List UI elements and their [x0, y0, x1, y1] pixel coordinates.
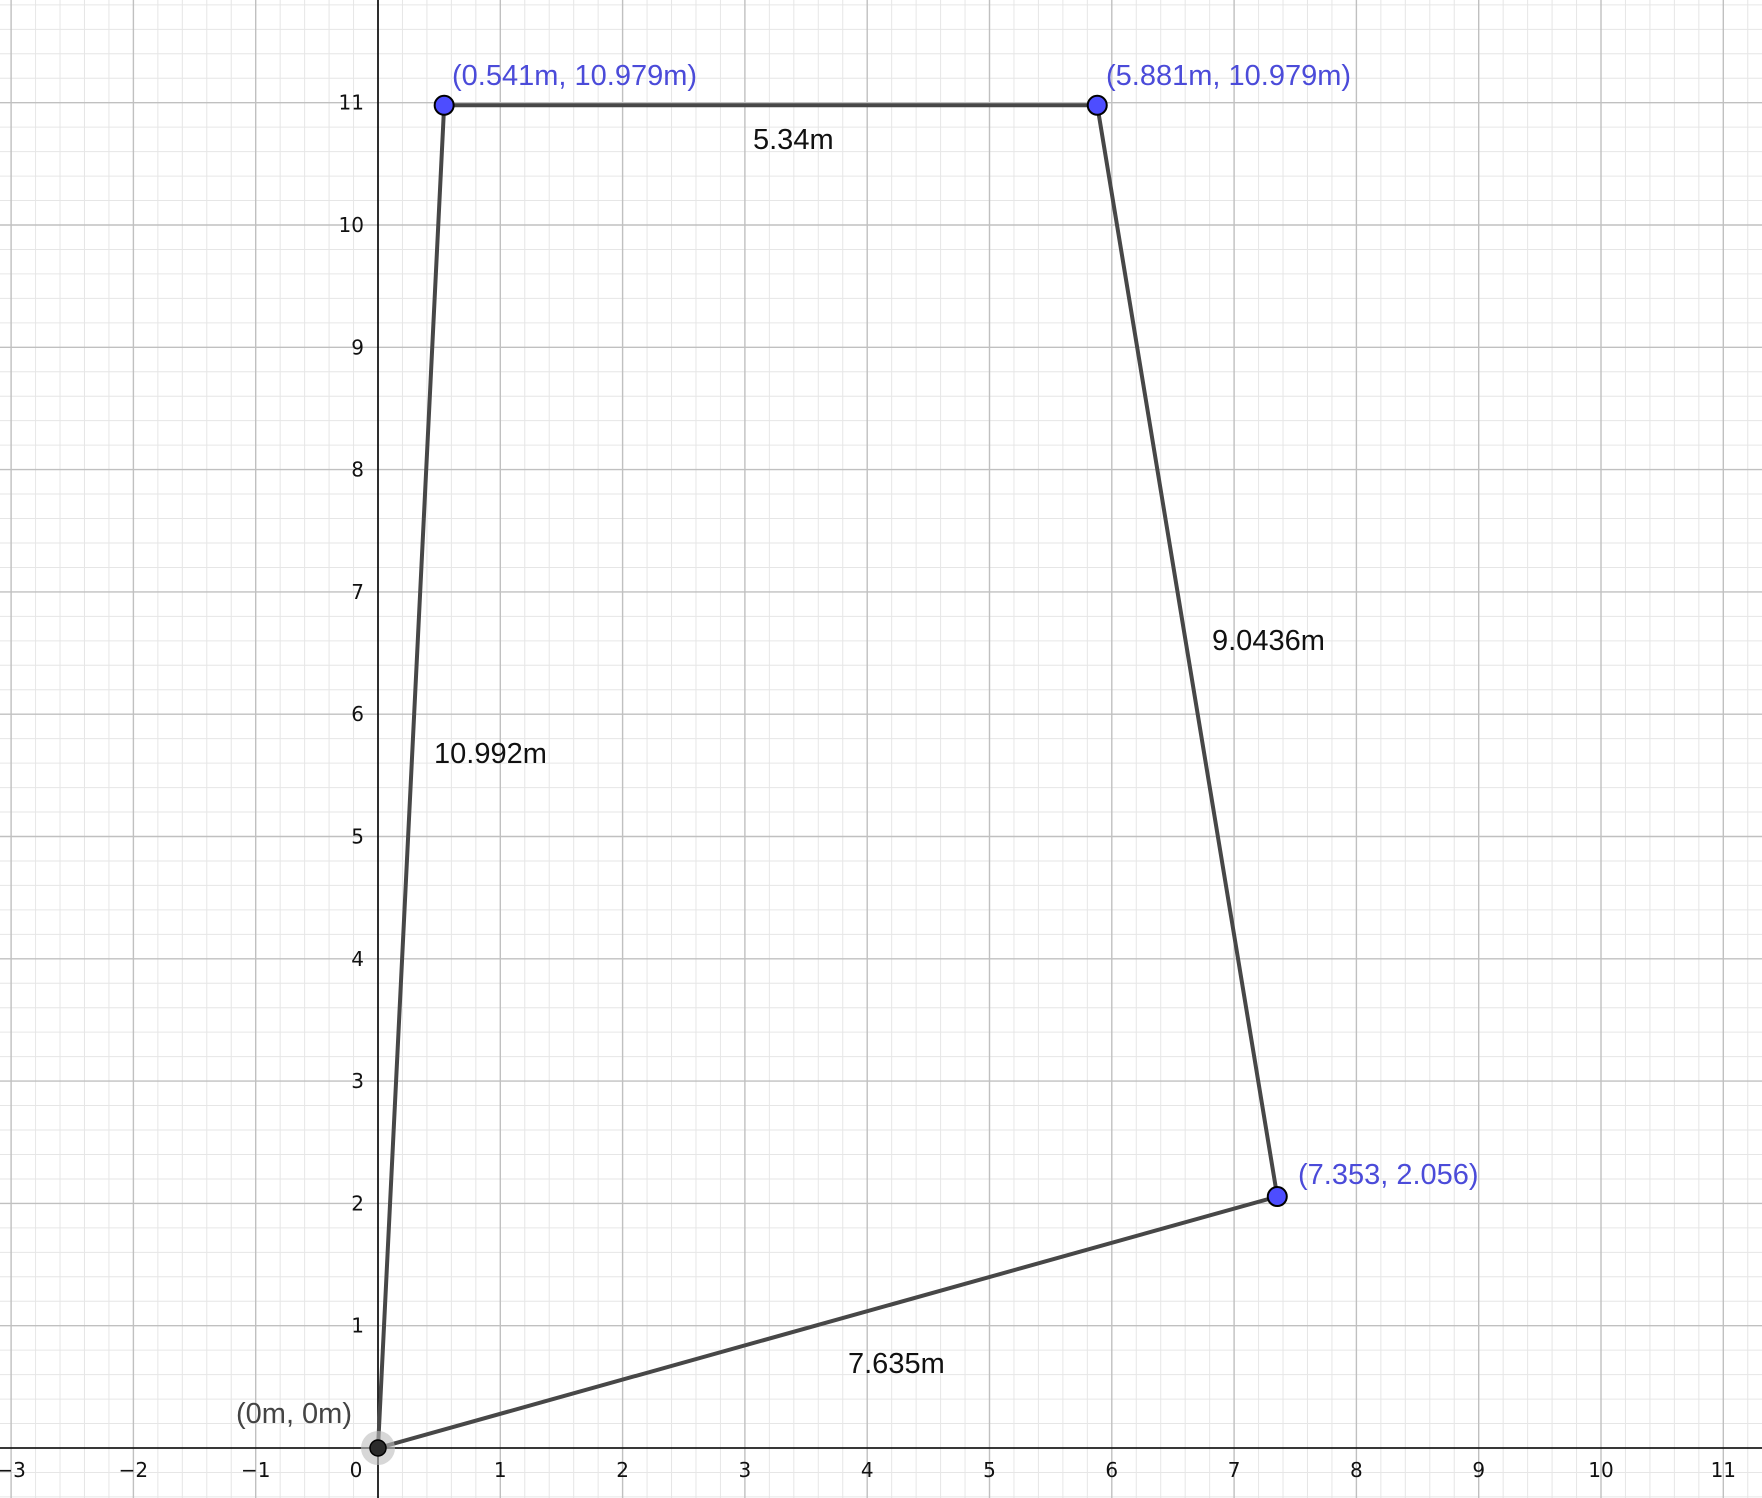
point-origin[interactable]	[369, 1439, 387, 1457]
y-tick-label: 9	[351, 335, 364, 359]
x-tick-label: 10	[1588, 1458, 1613, 1482]
y-tick-label: 8	[351, 458, 364, 482]
x-tick-label: 5	[983, 1458, 996, 1482]
y-tick-label: 4	[351, 947, 364, 971]
y-tick-labels: 1 2 3 4 5 6 7 8 9 10 11	[339, 91, 364, 1338]
y-tick-label: 3	[351, 1069, 364, 1093]
x-tick-label: 9	[1472, 1458, 1485, 1482]
x-tick-label: 4	[861, 1458, 874, 1482]
polygon-segments[interactable]	[376, 103, 1280, 1450]
segment-bottom-right-origin[interactable]	[376, 1194, 1280, 1450]
segment-origin-top-left[interactable]	[376, 103, 447, 1450]
segment-label-left: 10.992m	[434, 738, 547, 770]
x-tick-label: 6	[1105, 1458, 1118, 1482]
segment-length-labels: 10.992m 5.34m 9.0436m 7.635m	[434, 124, 1325, 1380]
x-tick-label: 7	[1228, 1458, 1241, 1482]
segment-label-right: 9.0436m	[1212, 625, 1325, 657]
point-label-top-left: (0.541m, 10.979m)	[452, 60, 697, 92]
point-label-origin: (0m, 0m)	[236, 1398, 352, 1430]
y-tick-label: 10	[339, 213, 364, 237]
x-tick-label: −3	[0, 1458, 26, 1482]
x-tick-label: 3	[739, 1458, 752, 1482]
polygon-vertices[interactable]	[361, 94, 1288, 1465]
y-tick-label: 2	[351, 1191, 364, 1215]
point-top-left[interactable]	[433, 94, 455, 116]
x-tick-label: 1	[494, 1458, 507, 1482]
x-tick-label: 0	[350, 1458, 363, 1482]
point-top-right[interactable]	[1086, 94, 1108, 116]
x-tick-label: 8	[1350, 1458, 1363, 1482]
x-tick-label: −1	[241, 1458, 270, 1482]
segment-label-bottom: 7.635m	[848, 1348, 945, 1380]
x-tick-label: 2	[616, 1458, 629, 1482]
x-tick-label: −2	[119, 1458, 148, 1482]
point-bottom-right[interactable]	[1266, 1186, 1288, 1208]
segment-label-top: 5.34m	[753, 124, 834, 156]
x-tick-label: 11	[1711, 1458, 1736, 1482]
vertex-coordinate-labels: (0m, 0m) (0.541m, 10.979m) (5.881m, 10.9…	[236, 60, 1479, 1430]
y-tick-label: 7	[351, 580, 364, 604]
y-tick-label: 5	[351, 825, 364, 849]
x-tick-labels: −3 −2 −1 0 1 2 3 4 5 6 7 8 9 10 11	[0, 1458, 1736, 1482]
y-tick-label: 6	[351, 702, 364, 726]
point-label-top-right: (5.881m, 10.979m)	[1106, 60, 1351, 92]
point-label-bottom-right: (7.353, 2.056)	[1298, 1159, 1479, 1191]
segment-top-right-bottom-right[interactable]	[1095, 103, 1280, 1199]
y-tick-label: 1	[351, 1314, 364, 1338]
y-tick-label: 11	[339, 91, 364, 115]
